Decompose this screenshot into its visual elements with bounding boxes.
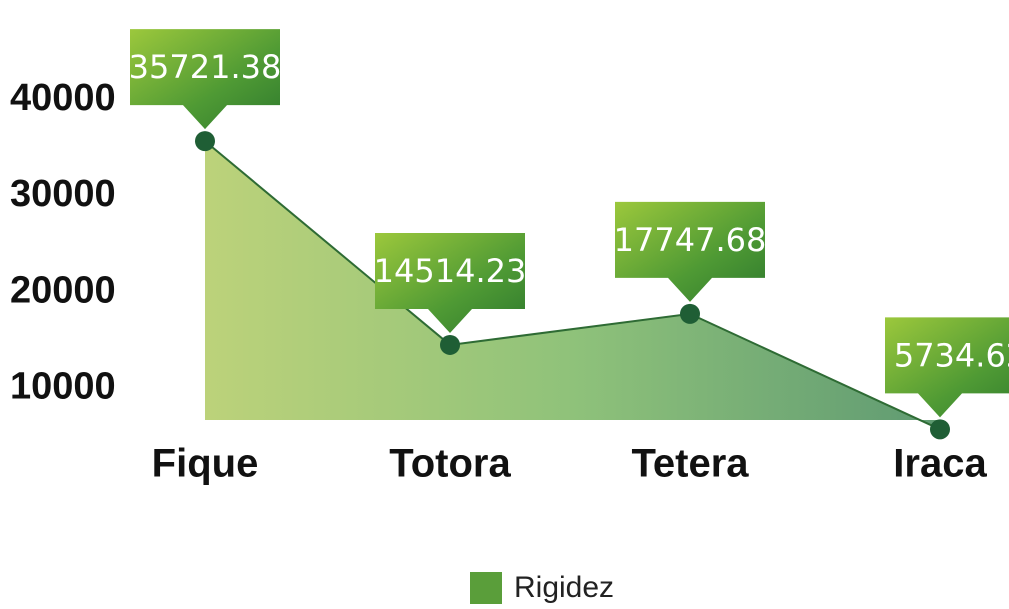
data-label-box [375,232,525,333]
x-tick-label: Fique [152,442,259,486]
data-label-box [615,201,765,302]
data-label: 5734.62 [894,336,1009,374]
y-tick-label: 40000 [10,77,116,119]
data-label: 35721.38 [129,48,282,86]
y-tick-label: 20000 [10,269,116,311]
data-label-box [130,29,280,130]
area [205,141,940,430]
point [930,419,950,440]
x-tick-label: Iraca [893,442,987,486]
legend-label: Rigidez [514,571,614,604]
data-label: 17747.68 [614,221,767,259]
point [195,131,215,152]
point [680,303,700,324]
data-label-box [885,317,1009,418]
x-tick-label: Totora [389,442,511,486]
line [204,140,941,431]
x-tick-label: Tetera [631,442,749,486]
legend-swatch [470,572,502,604]
data-label: 14514.23 [374,252,527,290]
y-tick-label: 10000 [10,365,116,407]
y-tick-label: 30000 [10,173,116,215]
point [440,334,460,355]
